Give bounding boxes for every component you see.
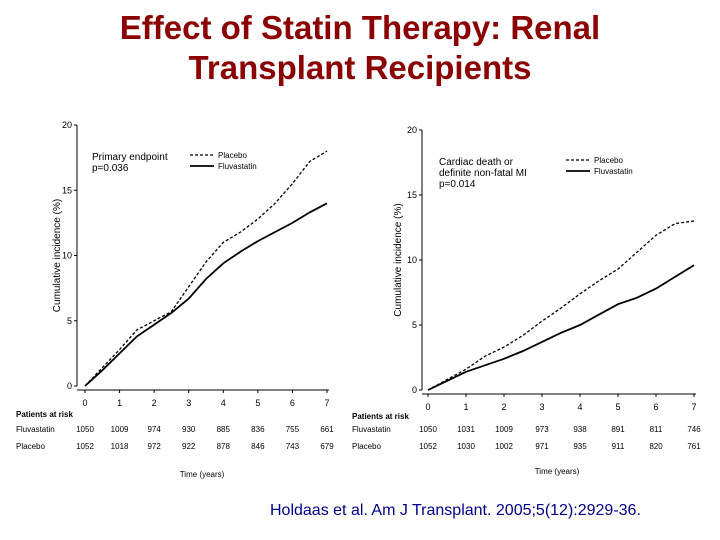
at-risk-value: 1052	[76, 442, 94, 451]
at-risk-value: 911	[612, 442, 625, 451]
y-tick-label: 0	[412, 385, 417, 395]
slide-title-line-1: Effect of Statin Therapy: Renal	[119, 9, 601, 46]
at-risk-value: 1050	[76, 425, 94, 434]
y-axis-label: Cumulative incidence (%)	[393, 203, 404, 316]
at-risk-value: 891	[611, 425, 625, 434]
x-tick-label: 0	[425, 402, 430, 412]
at-risk-value: 1002	[495, 442, 513, 451]
y-tick-label: 5	[412, 320, 417, 330]
at-risk-value: 971	[535, 442, 549, 451]
slide-title-line-2: Transplant Recipients	[188, 49, 532, 86]
x-tick-label: 6	[290, 398, 295, 408]
y-tick-label: 15	[62, 185, 72, 195]
x-tick-label: 7	[324, 398, 329, 408]
x-tick-label: 2	[152, 398, 157, 408]
at-risk-value: 755	[286, 425, 300, 434]
at-risk-value: 972	[147, 442, 161, 451]
at-risk-header: Patients at risk	[352, 412, 409, 421]
legend-label-placebo: Placebo	[218, 151, 247, 160]
x-tick-label: 1	[463, 402, 468, 412]
legend-label-fluvastatin: Fluvastatin	[218, 162, 257, 171]
x-tick-label: 6	[653, 402, 658, 412]
x-axis-label: Time (years)	[535, 467, 580, 476]
p-value: p=0.036	[92, 163, 129, 174]
x-tick-label: 1	[117, 398, 122, 408]
at-risk-value: 679	[320, 442, 334, 451]
x-tick-label: 5	[255, 398, 260, 408]
at-risk-value: 1009	[495, 425, 513, 434]
at-risk-value: 935	[573, 442, 587, 451]
at-risk-value: 1052	[419, 442, 437, 451]
at-risk-row-label: Placebo	[352, 442, 381, 451]
legend-label-fluvastatin: Fluvastatin	[594, 167, 633, 176]
x-tick-label: 2	[501, 402, 506, 412]
at-risk-value: 922	[182, 442, 196, 451]
x-tick-label: 4	[577, 402, 582, 412]
series-line-fluvastatin	[427, 264, 695, 391]
x-axis-label: Time (years)	[180, 470, 225, 479]
slide-title: Effect of Statin Therapy: Renal Transpla…	[0, 8, 720, 88]
series-line-placebo	[427, 220, 695, 391]
at-risk-value: 974	[147, 425, 161, 434]
primary-endpoint-chart: 0 5 10 15 20 0 1 2 3 4 5 6 7 Cumulative incidence (%)…	[16, 120, 334, 479]
at-risk-row-label: Placebo	[16, 442, 45, 451]
at-risk-value: 885	[217, 425, 231, 434]
y-tick-label: 20	[407, 125, 417, 135]
y-tick-label: 5	[67, 316, 72, 326]
y-axis-label: Cumulative incidence (%)	[52, 199, 63, 312]
citation: Holdaas et al. Am J Transplant. 2005;5(1…	[270, 502, 641, 519]
series-line-fluvastatin	[84, 202, 328, 387]
at-risk-value: 836	[251, 425, 265, 434]
at-risk-value: 1030	[457, 442, 475, 451]
x-tick-label: 7	[691, 402, 696, 412]
y-tick-label: 10	[62, 251, 72, 261]
x-tick-label: 3	[539, 402, 544, 412]
y-tick-label: 15	[407, 190, 417, 200]
x-tick-label: 4	[221, 398, 226, 408]
at-risk-value: 811	[650, 425, 663, 434]
at-risk-value: 761	[687, 442, 701, 451]
at-risk-value: 1009	[111, 425, 129, 434]
at-risk-value: 1050	[419, 425, 437, 434]
x-tick-label: 0	[82, 398, 87, 408]
at-risk-value: 1018	[111, 442, 129, 451]
at-risk-row-label: Fluvastatin	[352, 425, 391, 434]
at-risk-value: 743	[286, 442, 300, 451]
at-risk-header: Patients at risk	[16, 410, 73, 419]
at-risk-value: 1031	[457, 425, 475, 434]
series-line-placebo	[84, 150, 328, 387]
at-risk-value: 938	[573, 425, 587, 434]
at-risk-row-label: Fluvastatin	[16, 425, 55, 434]
at-risk-value: 820	[649, 442, 663, 451]
x-tick-label: 3	[186, 398, 191, 408]
y-tick-label: 10	[407, 255, 417, 265]
at-risk-value: 930	[182, 425, 196, 434]
at-risk-value: 878	[217, 442, 231, 451]
p-value: p=0.014	[439, 179, 476, 190]
y-tick-label: 20	[62, 120, 72, 130]
at-risk-value: 973	[535, 425, 549, 434]
endpoint-label: Primary endpoint	[92, 152, 168, 163]
at-risk-value: 661	[320, 425, 334, 434]
endpoint-label-line-2: definite non-fatal MI	[439, 168, 527, 179]
y-tick-label: 0	[67, 381, 72, 391]
at-risk-value: 846	[251, 442, 265, 451]
endpoint-label-line-1: Cardiac death or	[439, 157, 514, 168]
x-tick-label: 5	[615, 402, 620, 412]
cardiac-endpoint-chart: 0 5 10 15 20 0 1 2 3 4 5 6 7 Cumulative incidence (%)…	[352, 125, 701, 476]
legend-label-placebo: Placebo	[594, 156, 623, 165]
at-risk-value: 746	[687, 425, 701, 434]
